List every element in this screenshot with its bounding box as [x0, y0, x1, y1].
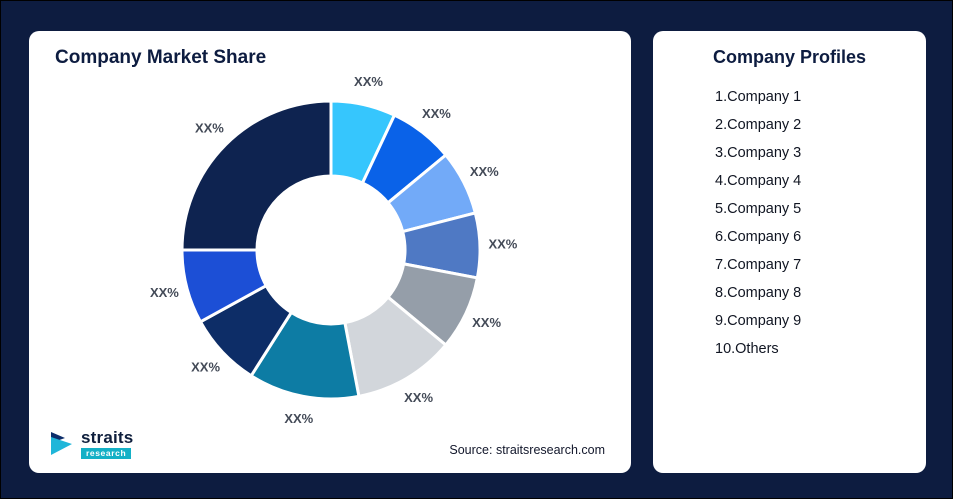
- straits-logo-icon: [51, 431, 72, 455]
- logo-tagline: research: [81, 447, 132, 459]
- segment-label: XX%: [422, 106, 451, 121]
- segment-label: XX%: [191, 360, 220, 375]
- profile-item: 4.Company 4: [715, 173, 802, 189]
- profile-item: 10.Others: [715, 341, 779, 357]
- market-share-card: Company Market Share XX% XX% XX% XX% XX% XX% X…: [29, 31, 631, 473]
- profile-item: 8.Company 8: [715, 285, 802, 301]
- segment-label: XX%: [488, 237, 517, 252]
- profile-item: 6.Company 6: [715, 229, 802, 245]
- profiles-list: 1.Company 1 2.Company 2 3.Company 3 4.Co…: [715, 83, 914, 363]
- profile-item: 3.Company 3: [715, 145, 802, 161]
- segment-label: XX%: [470, 164, 499, 179]
- profiles-title: Company Profiles: [712, 47, 867, 67]
- source-note: Source: straitsresearch.com: [449, 443, 605, 457]
- segment-label: XX%: [354, 74, 383, 89]
- profile-item: 5.Company 5: [715, 201, 802, 217]
- donut-chart: XX% XX% XX% XX% XX% XX% XX% XX% XX% XX%: [150, 74, 518, 426]
- logo-text: straits research: [81, 427, 134, 459]
- straits-research-logo: straits research: [49, 427, 134, 459]
- profile-item: 7.Company 7: [715, 257, 802, 273]
- logo-name: straits: [81, 427, 134, 447]
- profile-item: 9.Company 9: [715, 313, 802, 329]
- profile-item: 2.Company 2: [715, 117, 802, 133]
- segment-label: XX%: [150, 285, 179, 300]
- chart-title: Company Market Share: [55, 47, 267, 68]
- company-profiles-card: Company Profiles 1.Company 1 2.Company 2…: [653, 31, 926, 473]
- segment-label: XX%: [472, 315, 501, 330]
- segment-label: XX%: [195, 120, 224, 135]
- segment-label: XX%: [404, 390, 433, 405]
- donut-segment-others: [180, 99, 333, 252]
- segment-label: XX%: [284, 411, 313, 426]
- profile-item: 1.Company 1: [715, 89, 802, 105]
